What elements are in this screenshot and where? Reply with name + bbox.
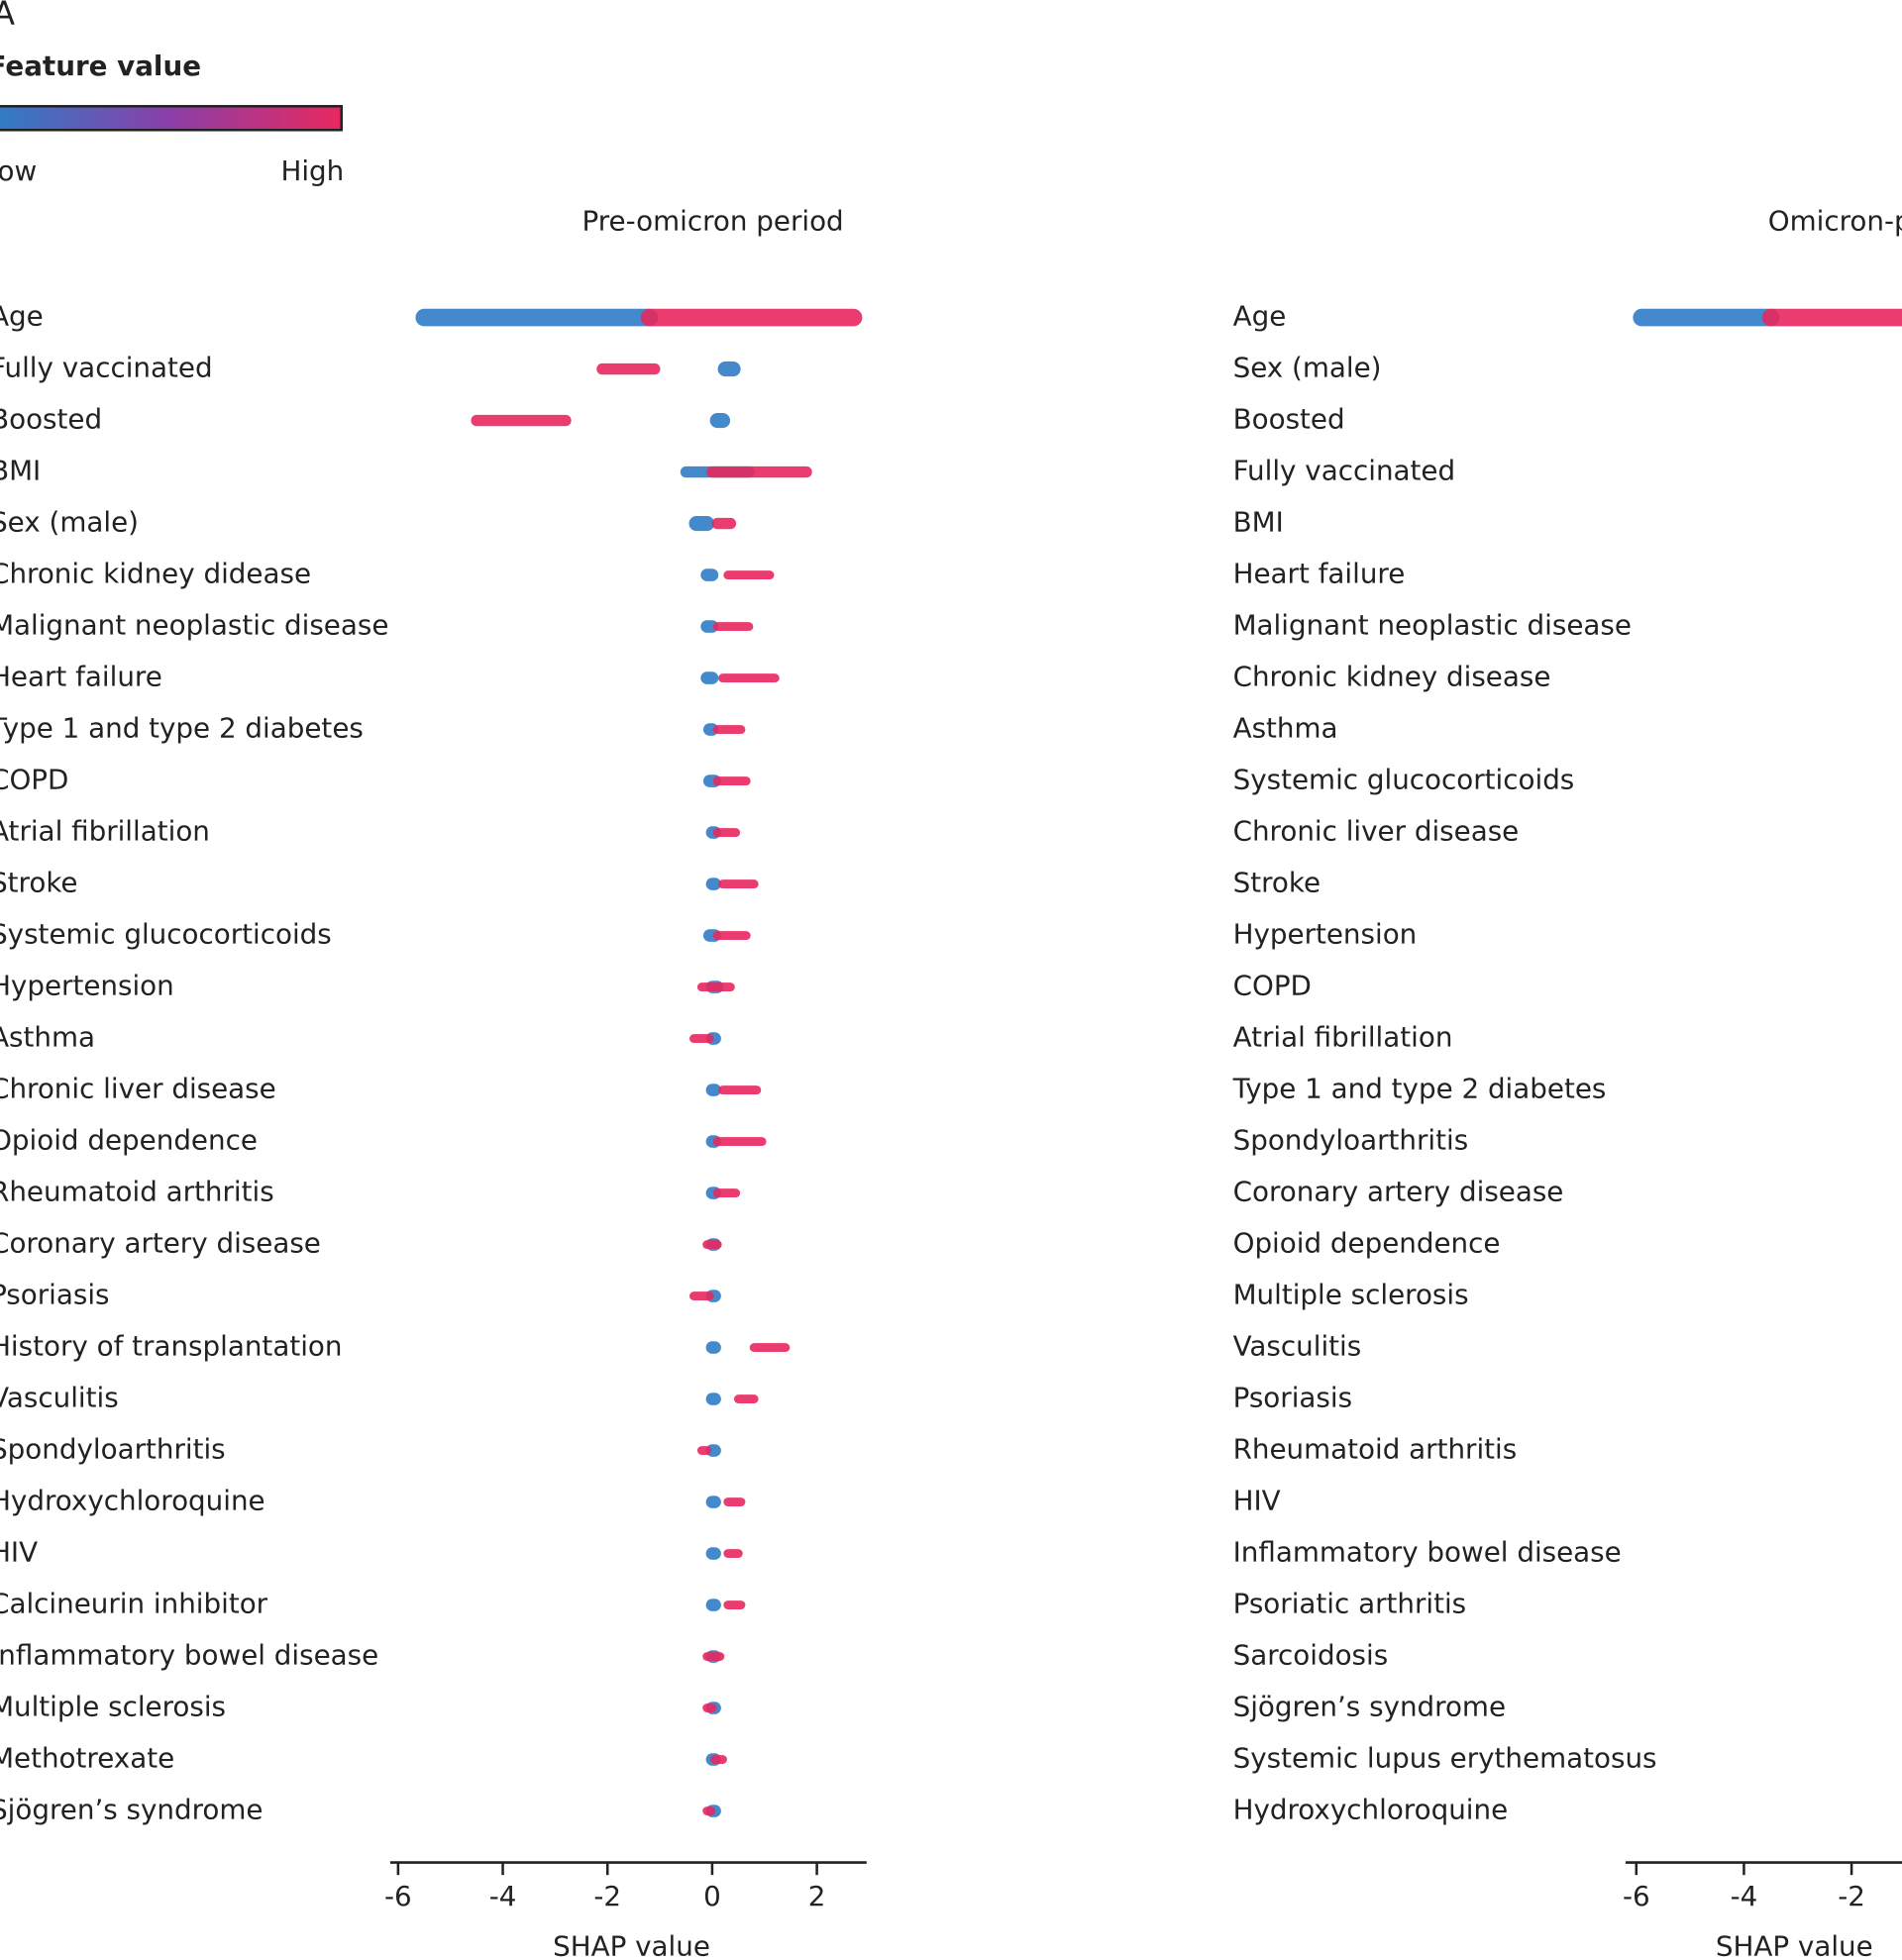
x-tick-label: -6	[384, 1880, 412, 1912]
feature-label: Sjögren’s syndrome	[1233, 1691, 1506, 1723]
feature-label: Stroke	[1233, 867, 1321, 899]
feature-label: BMI	[0, 455, 41, 487]
feature-label: Systemic lupus erythematosus	[1233, 1742, 1657, 1775]
legend-high: High	[280, 155, 344, 187]
feature-label: Calcineurin inhibitor	[0, 1588, 268, 1620]
feature-label: Systemic glucocorticoids	[0, 918, 332, 951]
feature-label: Psoriatic arthritis	[1233, 1588, 1467, 1620]
feature-label: Psoriasis	[0, 1279, 110, 1311]
feature-label: HIV	[0, 1536, 38, 1569]
x-tick-label: -2	[593, 1880, 621, 1912]
feature-label: Boosted	[1233, 403, 1345, 436]
feature-label: Age	[1233, 300, 1287, 333]
x-tick-label: -4	[1731, 1880, 1758, 1912]
feature-label: Chronic kidney didease	[0, 558, 311, 590]
feature-label: Coronary artery disease	[1233, 1176, 1564, 1208]
feature-label: Sjögren’s syndrome	[0, 1794, 264, 1826]
panel-label: A	[0, 0, 16, 33]
feature-label: Stroke	[0, 867, 78, 899]
feature-label: Type 1 and type 2 diabetes	[1232, 1073, 1607, 1105]
x-tick-label: -6	[1623, 1880, 1650, 1912]
feature-label: Hydroxychloroquine	[1233, 1794, 1509, 1826]
feature-label: Sex (male)	[0, 506, 139, 539]
feature-label: Age	[0, 300, 44, 333]
feature-label: Atrial fibrillation	[1233, 1021, 1453, 1054]
feature-label: COPD	[1233, 970, 1312, 1002]
feature-label: Hypertension	[0, 970, 174, 1002]
legend-title: Feature value	[0, 50, 201, 82]
feature-label: HIV	[1233, 1485, 1281, 1517]
feature-label: Hydroxychloroquine	[0, 1485, 265, 1517]
x-axis-label: SHAP value	[1716, 1929, 1873, 1960]
feature-label: Vasculitis	[1233, 1330, 1362, 1363]
feature-label: Opioid dependence	[1233, 1227, 1501, 1260]
feature-label: Vasculitis	[0, 1382, 119, 1414]
x-tick-label: 2	[808, 1880, 826, 1912]
feature-label: Fully vaccinated	[0, 352, 213, 384]
feature-label: Type 1 and type 2 diabetes	[0, 712, 364, 745]
panel-title: Pre-omicron period	[581, 205, 843, 238]
x-tick-label: -2	[1838, 1880, 1865, 1912]
feature-label: History of transplantation	[0, 1330, 342, 1363]
feature-label: Boosted	[0, 403, 102, 436]
feature-label: Sex (male)	[1233, 352, 1382, 384]
feature-label: Multiple sclerosis	[1233, 1279, 1469, 1311]
x-tick-label: -4	[489, 1880, 517, 1912]
feature-label: Spondyloarthritis	[0, 1433, 226, 1466]
feature-label: Sarcoidosis	[1233, 1639, 1389, 1672]
feature-label: Asthma	[1233, 712, 1338, 745]
feature-label: Multiple sclerosis	[0, 1691, 226, 1723]
feature-label: Heart failure	[0, 661, 162, 693]
feature-label: Inflammatory bowel disease	[1233, 1536, 1622, 1569]
feature-label: Asthma	[0, 1021, 95, 1054]
feature-label: Psoriasis	[1233, 1382, 1352, 1414]
feature-label: Coronary artery disease	[0, 1227, 321, 1260]
feature-label: Fully vaccinated	[1233, 455, 1456, 487]
feature-label: Opioid dependence	[0, 1124, 258, 1157]
feature-label: Malignant neoplastic disease	[1233, 609, 1632, 642]
feature-label: Heart failure	[1233, 558, 1406, 590]
feature-label: Methotrexate	[0, 1742, 174, 1775]
feature-label: Hypertension	[1233, 918, 1418, 951]
feature-label: Spondyloarthritis	[1233, 1124, 1469, 1157]
feature-label: Systemic glucocorticoids	[1233, 764, 1575, 796]
feature-label: BMI	[1233, 506, 1284, 539]
feature-label: Rheumatoid arthritis	[1233, 1433, 1518, 1466]
feature-label: Chronic kidney disease	[1233, 661, 1551, 693]
panel-title: Omicron-predominant period	[1768, 205, 1902, 238]
legend-low: Low	[0, 155, 37, 187]
feature-label: Inflammatory bowel disease	[0, 1639, 378, 1672]
feature-label: COPD	[0, 764, 68, 796]
x-axis-label: SHAP value	[553, 1929, 710, 1960]
feature-label: Rheumatoid arthritis	[0, 1176, 274, 1208]
feature-label: Chronic liver disease	[0, 1073, 276, 1105]
feature-label: Chronic liver disease	[1233, 815, 1520, 848]
colorbar	[0, 105, 343, 132]
feature-label: Malignant neoplastic disease	[0, 609, 388, 642]
feature-label: Atrial fibrillation	[0, 815, 210, 848]
x-tick-label: 0	[703, 1880, 721, 1912]
